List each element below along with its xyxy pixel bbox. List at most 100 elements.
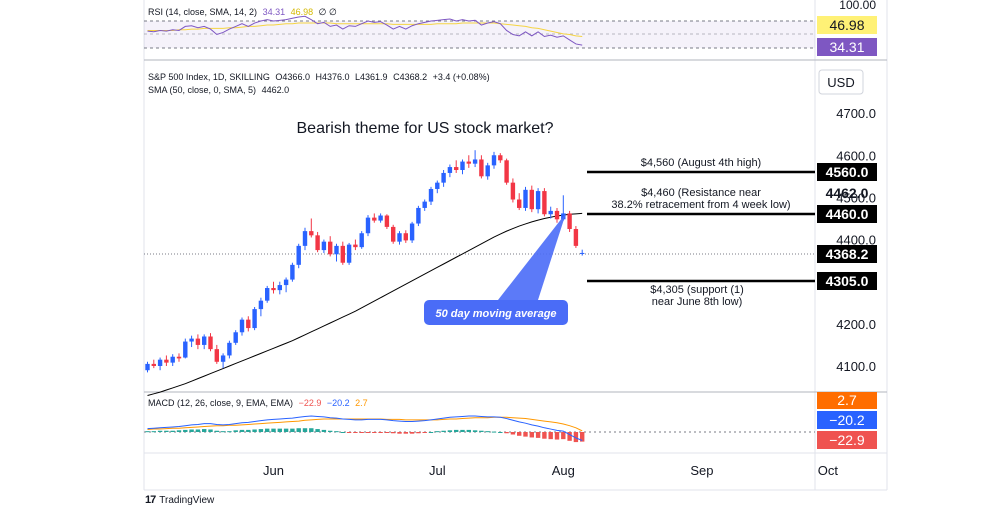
macd-histogram-bar [422, 432, 427, 433]
candle-body [359, 233, 364, 248]
macd-histogram-bar [535, 432, 541, 438]
badge-4460 [817, 205, 877, 223]
badge-4368-text: 4368.2 [826, 246, 869, 262]
macd-histogram-bar [302, 428, 308, 432]
callout-pointer [498, 213, 566, 300]
candle-body [548, 210, 553, 215]
candle-body [498, 155, 503, 161]
candle-body [441, 172, 446, 183]
price-tick-label: 4600.0 [836, 148, 876, 163]
macd-histogram-bar [252, 429, 257, 432]
macd-histogram-bar [447, 430, 453, 432]
sma-header-name[interactable]: SMA (50, close, 0, SMA, 5) [148, 85, 257, 95]
candle-body [252, 309, 257, 329]
callout-box [424, 300, 568, 325]
candle-body [466, 161, 471, 164]
macd-histogram-bar [365, 432, 371, 433]
badge-4462-text: 4462.0 [826, 185, 869, 201]
candle-body [183, 341, 188, 358]
macd-histogram-bar [573, 432, 579, 443]
macd-histogram-bar [246, 429, 251, 432]
candle-body [365, 217, 371, 234]
ohlc-open: O4366.0 [275, 72, 310, 82]
macd-histogram-bar [220, 431, 226, 433]
symbol-label[interactable]: S&P 500 Index, 1D, SKILLING [148, 72, 270, 82]
time-axis-label: Oct [818, 463, 839, 478]
macd-histogram-bar [567, 432, 572, 441]
macd-badge [817, 411, 877, 429]
candle-body [290, 264, 295, 280]
rsi-line [147, 15, 583, 46]
rsi-top-label: 100.00 [839, 0, 876, 12]
candle-body [145, 363, 150, 371]
candle-body [378, 215, 383, 221]
macd-histogram-bar [157, 430, 163, 432]
candle-body [239, 319, 245, 333]
candle-body [580, 252, 585, 254]
candle-body [472, 159, 478, 164]
macd-histogram-bar [334, 431, 339, 433]
chart-title: Bearish theme for US stock market? [297, 120, 554, 137]
badge-4560 [817, 163, 877, 181]
macd-header-macd: −20.2 [326, 398, 350, 408]
macd-histogram-bar [384, 432, 390, 433]
macd-histogram-bar [454, 429, 459, 432]
main-header-line2: SMA (50, close, 0, SMA, 5) 4462.0 [148, 85, 292, 95]
candle-body [523, 189, 528, 208]
macd-hist-badge-text: −22.9 [829, 432, 865, 448]
macd-histogram-bar [542, 432, 547, 439]
macd-histogram-bar [580, 432, 585, 442]
macd-histogram-bar [233, 430, 238, 432]
candle-body [202, 336, 207, 345]
candle-body [447, 167, 453, 173]
candle-body [403, 233, 408, 241]
candle-body [384, 215, 390, 227]
badge-4368 [817, 245, 877, 263]
tradingview-brand[interactable]: 17 TradingView [145, 494, 214, 506]
ohlc-low: L4361.9 [355, 72, 388, 82]
macd-histogram-bar [460, 429, 465, 432]
annotation-4560: $4,560 (August 4th high) [641, 157, 761, 169]
macd-header-name[interactable]: MACD (12, 26, close, 9, EMA, EMA) [148, 398, 294, 408]
macd-histogram-bar [346, 432, 352, 433]
rsi-sma-line [147, 22, 583, 38]
macd-histogram-bar [428, 432, 434, 433]
candle-body [353, 244, 358, 248]
macd-histogram-bar [328, 430, 333, 432]
candle-body [372, 217, 377, 221]
tradingview-logo-icon: 17 [145, 494, 156, 506]
macd-histogram-bar [472, 430, 478, 432]
candle-body [157, 359, 163, 366]
currency-button[interactable] [818, 69, 864, 95]
main-header-line1: S&P 500 Index, 1D, SKILLING O4366.0 H437… [148, 72, 493, 82]
candle-body [422, 201, 427, 208]
rsi-header-name: RSI (14, close, SMA, 14, 2) [148, 7, 258, 17]
time-axis-label: Aug [552, 463, 575, 478]
price-tick-label: 4200.0 [836, 317, 876, 332]
candle-body [258, 300, 264, 310]
candle-body [460, 161, 465, 171]
rsi-value-badge [817, 38, 877, 56]
candle-body [485, 165, 490, 177]
time-axis-label: Jul [429, 463, 446, 478]
main-pane: 4100.04200.04300.04400.04500.04600.04700… [144, 69, 877, 396]
candle-body [435, 182, 440, 189]
macd-histogram-bar [265, 428, 270, 432]
macd-histogram-bar [277, 428, 282, 432]
rsi-header-value: 34.31 [262, 7, 286, 17]
ohlc-close: C4368.2 [393, 72, 428, 82]
ohlc-high: H4376.0 [315, 72, 350, 82]
candle-body [554, 210, 560, 220]
macd-histogram-bar [529, 432, 534, 438]
macd-histogram-bar [227, 431, 232, 433]
candle-body [428, 188, 434, 202]
candle-body [397, 233, 402, 242]
macd-histogram-bar [214, 430, 219, 432]
macd-histogram-bar [176, 430, 182, 432]
candle-body [214, 349, 219, 362]
macd-histogram-bar [504, 432, 509, 434]
candle-body [321, 241, 327, 251]
macd-histogram-bar [145, 431, 150, 433]
macd-histogram-bar [491, 431, 497, 433]
rsi-value-badge-text: 34.31 [829, 39, 864, 55]
